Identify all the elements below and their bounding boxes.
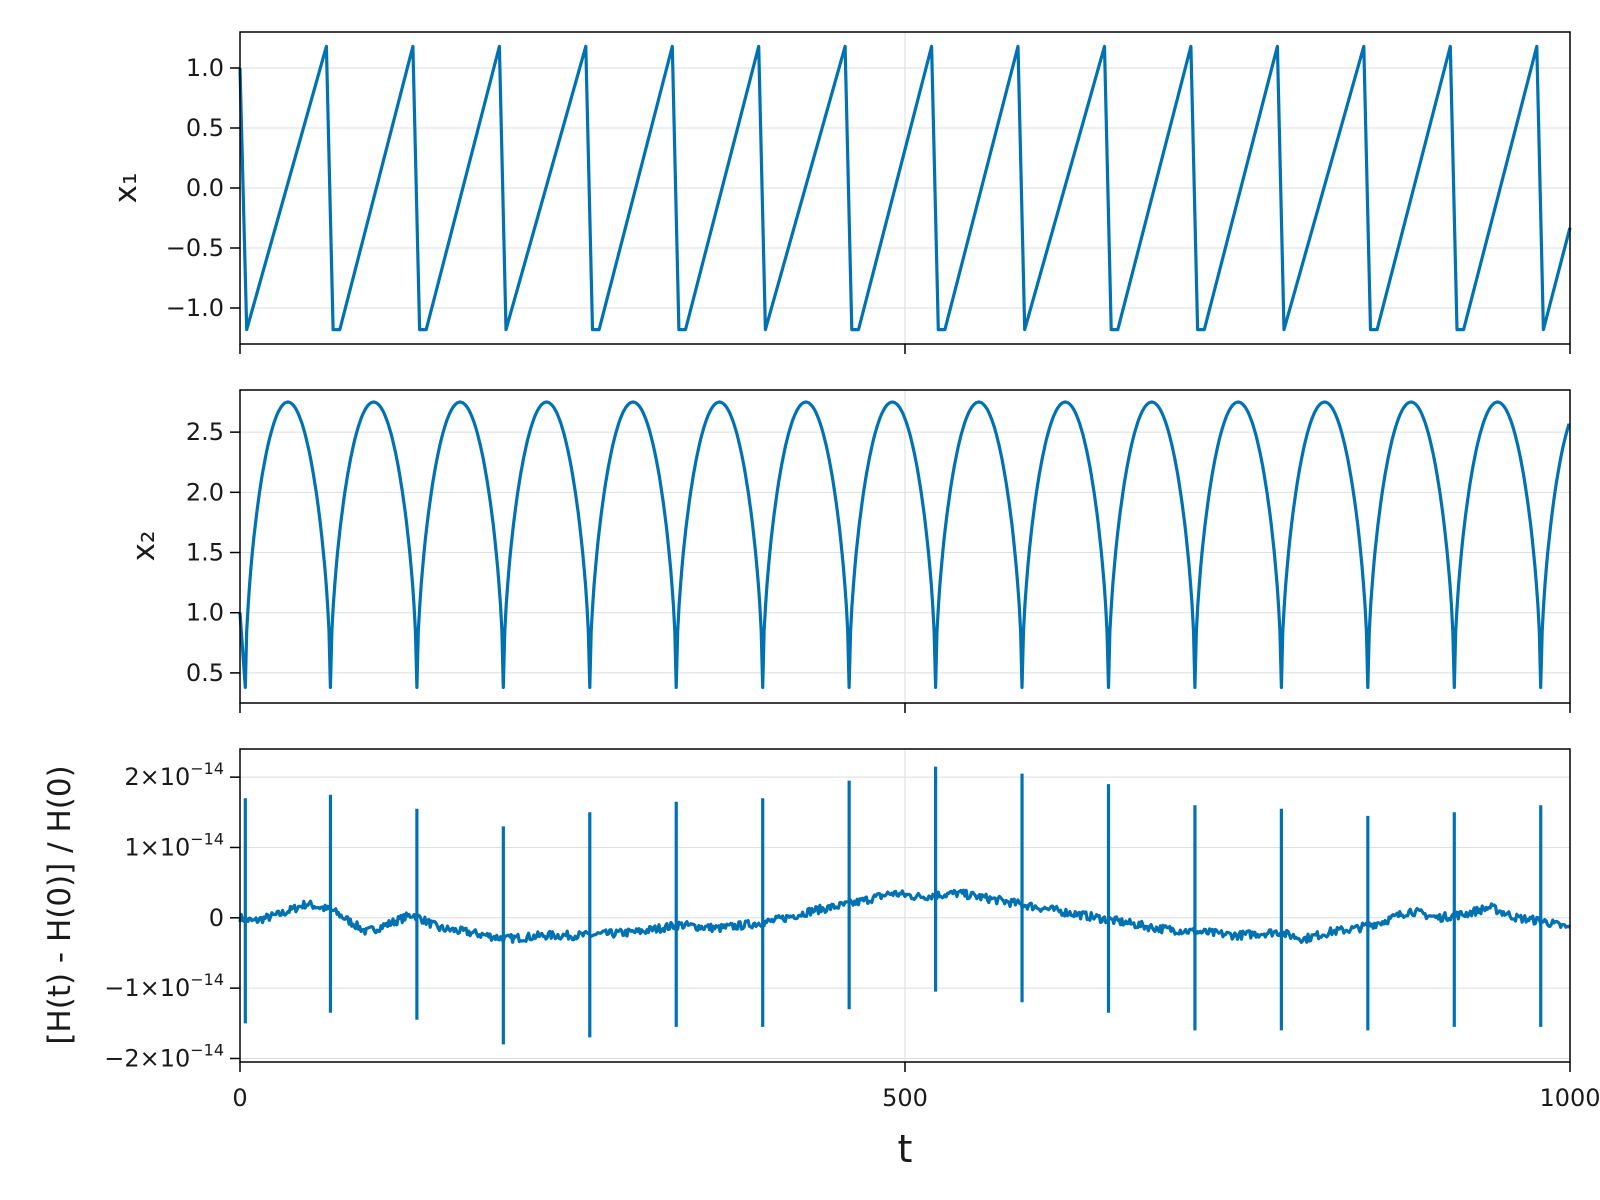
y-ticks: 1.0 0.5 0.0 −0.5 −1.0 (166, 54, 240, 322)
y-tick-label: 0.5 (186, 659, 224, 687)
series-x2 (238, 400, 1571, 689)
x-ticks (239, 703, 1571, 713)
y-tick-label: −1×10−14 (104, 970, 224, 1002)
series-line (238, 400, 1571, 689)
x-tick-label: 0 (232, 1084, 247, 1112)
y-tick-label: 2.0 (186, 478, 224, 506)
grid (239, 749, 1571, 1062)
y-tick-label: 0.5 (186, 114, 224, 142)
y-axis-label: x₂ (126, 531, 162, 562)
y-tick-label: −0.5 (166, 234, 224, 262)
y-tick-label: 2×10−14 (124, 759, 224, 791)
y-tick-label: 1×10−14 (124, 829, 224, 861)
panel-energy-error: 2×10−14 1×10−14 0 −1×10−14 −2×10−14 0 500 1000… (42, 748, 1600, 1171)
x-ticks: 0 500 1000 (232, 1062, 1600, 1112)
series-energy-baseline (238, 888, 1572, 944)
x-ticks (239, 344, 1571, 354)
y-tick-label: −2×10−14 (104, 1040, 224, 1072)
x-tick-label: 500 (882, 1084, 928, 1112)
x-tick-label: 1000 (1539, 1084, 1600, 1112)
x-axis-label: t (898, 1127, 913, 1171)
series-line (238, 44, 1572, 332)
series-x1 (238, 44, 1572, 332)
y-ticks: 2×10−14 1×10−14 0 −1×10−14 −2×10−14 (104, 759, 240, 1072)
y-tick-label: 1.0 (186, 599, 224, 627)
grid (239, 390, 1571, 703)
y-tick-label: −1.0 (166, 294, 224, 322)
y-tick-label: 1.0 (186, 54, 224, 82)
y-ticks: 2.5 2.0 1.5 1.0 0.5 (186, 418, 240, 687)
y-tick-label: 1.5 (186, 539, 224, 567)
panel-x2: 2.5 2.0 1.5 1.0 0.5 x₂ (126, 389, 1571, 713)
y-tick-label: 0.0 (186, 174, 224, 202)
y-axis-label: [H(t) - H(0)] / H(0) (42, 765, 78, 1044)
y-tick-label: 2.5 (186, 418, 224, 446)
y-tick-label: 0 (209, 904, 224, 932)
series-line (238, 766, 1572, 1045)
panel-x1: 1.0 0.5 0.0 −0.5 −1.0 x₁ (108, 31, 1572, 354)
y-axis-label: x₁ (108, 173, 144, 204)
